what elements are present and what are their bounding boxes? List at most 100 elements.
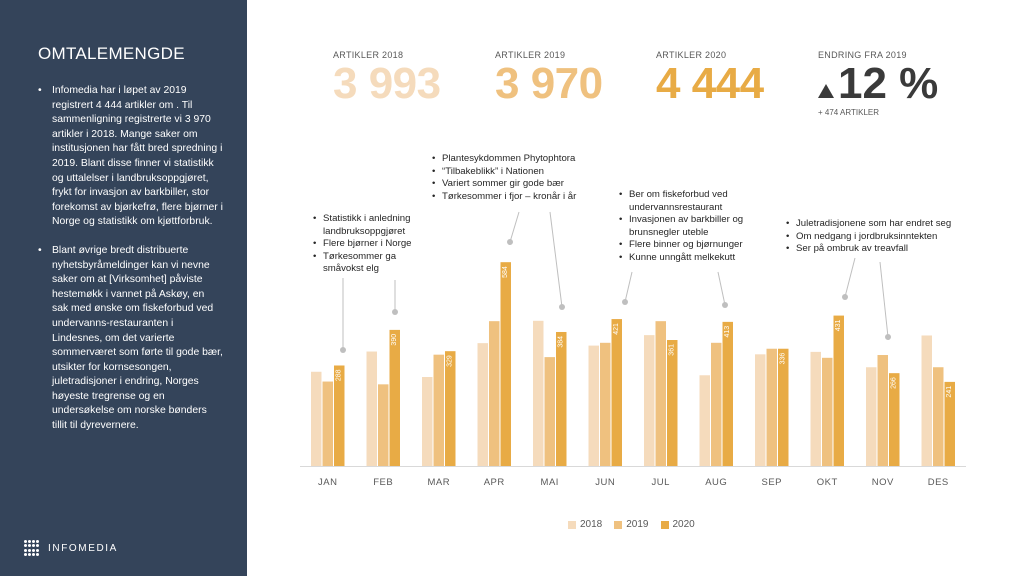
bar-2020-jan bbox=[334, 365, 345, 466]
bar-2018-sep bbox=[755, 354, 766, 466]
bar-2019-jan bbox=[322, 381, 333, 466]
stat-2019-label: ARTIKLER 2019 bbox=[495, 50, 566, 60]
bar-2019-jun bbox=[600, 342, 611, 466]
x-tick-label-jun: JUN bbox=[595, 477, 615, 488]
bar-2018-mar bbox=[422, 377, 433, 466]
bar-2020-feb bbox=[389, 329, 400, 466]
bar-2018-feb bbox=[366, 351, 377, 466]
annotation-leader-dot bbox=[340, 347, 346, 353]
annotation-item: Ser på ombruk av treavfall bbox=[786, 243, 976, 256]
annotation-item: “Tilbakeblikk” i Nationen bbox=[432, 166, 602, 179]
annotation-item: Invasjonen av barkbiller og brunsnegler … bbox=[619, 214, 767, 239]
stat-2020: ARTIKLER 2020 4 444 bbox=[656, 50, 764, 106]
annotation-okt: Juletradisjonene som har endret seg Om n… bbox=[786, 218, 976, 256]
bar-2020-sep bbox=[778, 348, 789, 466]
bar-2018-apr bbox=[477, 343, 488, 466]
logo-mark-icon bbox=[24, 540, 40, 556]
annotation-leader-dot bbox=[622, 299, 628, 305]
sidebar-paragraph: Blant øvrige bredt distribuerte nyhetsby… bbox=[38, 244, 223, 434]
annotation-leader-line bbox=[717, 271, 726, 306]
bar-2018-des bbox=[921, 335, 932, 466]
annotation-apr: Plantesykdommen Phytophtora “Tilbakeblik… bbox=[432, 153, 602, 203]
bar-2020-aug bbox=[722, 321, 733, 466]
x-tick-label-mai: MAI bbox=[541, 477, 559, 488]
x-tick-label-aug: AUG bbox=[705, 477, 727, 488]
sidebar-paragraphs: Infomedia har i løpet av 2019 registrert… bbox=[38, 84, 223, 448]
data-label-2020-okt: 431 bbox=[835, 319, 842, 331]
bar-2018-mai bbox=[533, 320, 544, 466]
data-label-2020-mai: 384 bbox=[558, 336, 565, 348]
bar-2020-jul bbox=[667, 340, 678, 466]
annotation-item: Om nedgang i jordbruksinntekten bbox=[786, 231, 976, 244]
sidebar: OMTALEMENGDE Infomedia har i løpet av 20… bbox=[0, 0, 247, 576]
bar-2018-jul bbox=[644, 335, 655, 466]
data-label-2020-apr: 584 bbox=[502, 266, 509, 278]
bar-2018-nov bbox=[866, 367, 877, 466]
legend-swatch-2019 bbox=[614, 520, 623, 529]
bar-2019-des bbox=[933, 367, 944, 466]
data-label-2020-des: 241 bbox=[946, 386, 953, 398]
stat-change-label: ENDRING FRA 2019 bbox=[818, 50, 907, 60]
x-tick-label-mar: MAR bbox=[427, 477, 450, 488]
data-label-2020-jun: 421 bbox=[613, 323, 620, 335]
stat-2018-label: ARTIKLER 2018 bbox=[333, 50, 404, 60]
bar-2018-okt bbox=[810, 351, 821, 466]
bar-2020-des bbox=[944, 381, 955, 466]
bar-2020-apr bbox=[500, 262, 511, 466]
up-triangle-icon bbox=[818, 84, 834, 98]
bar-2019-feb bbox=[378, 384, 389, 466]
annotation-leader-line bbox=[549, 211, 563, 308]
x-tick-label-feb: FEB bbox=[373, 477, 393, 488]
chart-legend: 2018 2019 2020 bbox=[568, 519, 695, 530]
legend-label-2020: 2020 bbox=[672, 519, 695, 530]
annotation-leader-dot bbox=[507, 239, 513, 245]
annotation-item: Plantesykdommen Phytophtora bbox=[432, 153, 602, 166]
stat-change-value: 12 % bbox=[838, 59, 939, 108]
annotation-item: Kunne unngått melkekutt bbox=[619, 252, 767, 265]
bar-2019-mai bbox=[544, 357, 555, 466]
legend-swatch-2018 bbox=[568, 520, 576, 529]
bar-2019-sep bbox=[766, 348, 777, 466]
x-tick-label-jul: JUL bbox=[652, 477, 670, 488]
bar-2020-jun bbox=[611, 319, 622, 466]
bar-2019-aug bbox=[711, 342, 722, 466]
annotation-leader-line bbox=[844, 257, 856, 298]
bar-2020-mar bbox=[445, 351, 456, 466]
data-label-2020-jan: 288 bbox=[336, 369, 343, 381]
bar-2020-nov bbox=[889, 373, 900, 466]
annotation-item: Tørkesommer ga småvokst elg bbox=[313, 251, 423, 276]
sidebar-paragraph: Infomedia har i løpet av 2019 registrert… bbox=[38, 84, 223, 230]
legend-label-2019: 2019 bbox=[626, 519, 649, 530]
logo-text: INFOMEDIA bbox=[48, 542, 118, 554]
bar-2019-jul bbox=[655, 321, 666, 466]
data-label-2020-jul: 361 bbox=[669, 344, 676, 356]
legend-item-2018: 2018 bbox=[568, 519, 602, 530]
annotation-leader-dot bbox=[885, 334, 891, 340]
annotation-jan: Statistikk i anledning landbruksoppgjøre… bbox=[313, 213, 423, 276]
legend-label-2018: 2018 bbox=[580, 519, 603, 530]
annotation-item: Flere bjørner i Norge bbox=[313, 238, 423, 251]
legend-item-2020: 2020 bbox=[660, 519, 695, 530]
stat-change-value-row: 12 % bbox=[818, 62, 938, 106]
annotation-leader-dot bbox=[842, 294, 848, 300]
data-label-2020-sep: 336 bbox=[780, 353, 787, 365]
annotation-leader-line bbox=[509, 211, 520, 243]
bar-2020-mai bbox=[556, 331, 567, 466]
infomedia-logo: INFOMEDIA bbox=[24, 540, 118, 556]
bar-2018-jan bbox=[311, 371, 322, 466]
data-label-2020-nov: 266 bbox=[891, 377, 898, 389]
x-tick-label-jan: JAN bbox=[318, 477, 337, 488]
bar-2019-nov bbox=[877, 355, 888, 466]
x-tick-label-apr: APR bbox=[484, 477, 505, 488]
stat-change-sub: + 474 ARTIKLER bbox=[818, 108, 879, 117]
annotation-item: Tørkesommer i fjor – kronår i år bbox=[432, 191, 602, 204]
annotation-jun: Ber om fiskeforbud ved undervannsrestaur… bbox=[619, 189, 767, 265]
stat-2018-value: 3 993 bbox=[333, 59, 441, 108]
annotation-item: Statistikk i anledning landbruksoppgjøre… bbox=[313, 213, 423, 238]
sidebar-title: OMTALEMENGDE bbox=[38, 44, 185, 63]
annotation-leader-dot bbox=[392, 309, 398, 315]
x-tick-label-sep: SEP bbox=[761, 477, 782, 488]
stat-2020-label: ARTIKLER 2020 bbox=[656, 50, 727, 60]
data-label-2020-mar: 329 bbox=[447, 355, 454, 367]
